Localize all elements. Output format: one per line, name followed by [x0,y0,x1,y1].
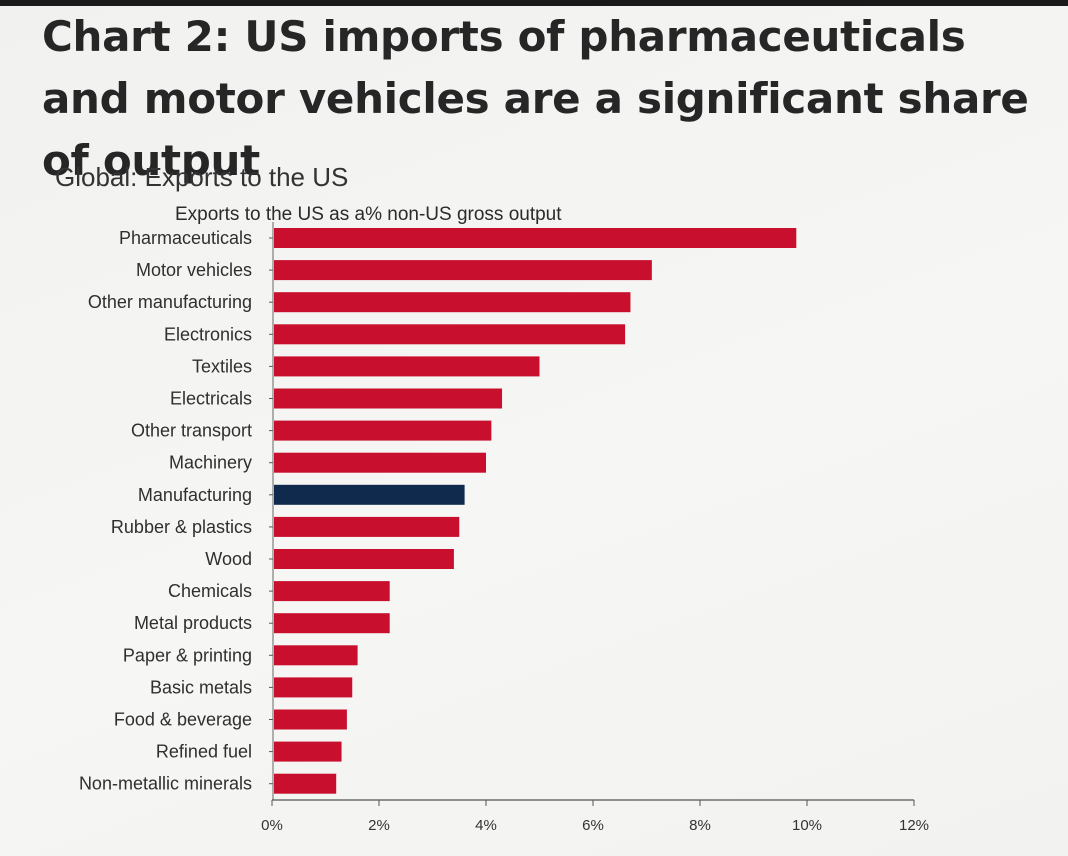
bar-manufacturing [274,484,465,505]
category-label: Manufacturing [138,485,252,505]
category-label: Chemicals [168,581,252,601]
category-label: Metal products [134,613,252,633]
bar-electricals [274,388,503,409]
category-label: Wood [205,549,252,569]
category-label: Electronics [164,324,252,344]
category-label: Basic metals [150,677,252,697]
x-tick-label: 6% [582,817,604,834]
category-label: Pharmaceuticals [119,228,252,248]
category-label: Textiles [192,356,252,376]
bar-machinery [274,452,486,473]
x-tick-label: 4% [475,817,497,834]
bar-chemicals [274,581,390,602]
x-tick-label: 2% [368,817,390,834]
bar-motor-vehicles [274,260,652,281]
bar-basic-metals [274,677,353,698]
chart-subtitle: Global: Exports to the US [55,162,349,192]
bar-electronics [274,324,626,345]
bar-other-manufacturing [274,292,631,313]
bar-food-beverage [274,709,347,730]
category-label: Refined fuel [156,742,252,762]
chart-title: Chart 2: US imports of pharmaceuticals a… [42,12,1029,185]
x-tick-label: 12% [899,817,929,834]
bar-rubber-plastics [274,516,460,537]
x-tick-label: 8% [689,817,711,834]
bar-wood [274,549,454,569]
category-label: Paper & printing [123,645,252,665]
chart-units-label: Exports to the US as a% non-US gross out… [175,204,562,225]
category-label: Other transport [131,421,252,441]
x-tick-label: 10% [792,817,822,834]
bar-non-metallic-minerals [274,773,337,794]
x-tick-label: 0% [261,817,283,834]
bar-metal-products [274,613,390,634]
bar-refined-fuel [274,741,342,762]
category-label: Non-metallic minerals [79,774,252,794]
bar-paper-printing [274,645,358,666]
category-label: Electricals [170,389,252,409]
chart-page: Chart 2: US imports of pharmaceuticals a… [0,6,1068,856]
category-label: Rubber & plastics [111,517,252,537]
category-label: Food & beverage [114,710,252,730]
category-label: Machinery [169,453,252,473]
category-label: Motor vehicles [136,260,252,280]
bar-other-transport [274,420,492,441]
bar-textiles [274,356,540,377]
bar-pharmaceuticals [274,228,797,248]
category-label: Other manufacturing [88,292,252,312]
